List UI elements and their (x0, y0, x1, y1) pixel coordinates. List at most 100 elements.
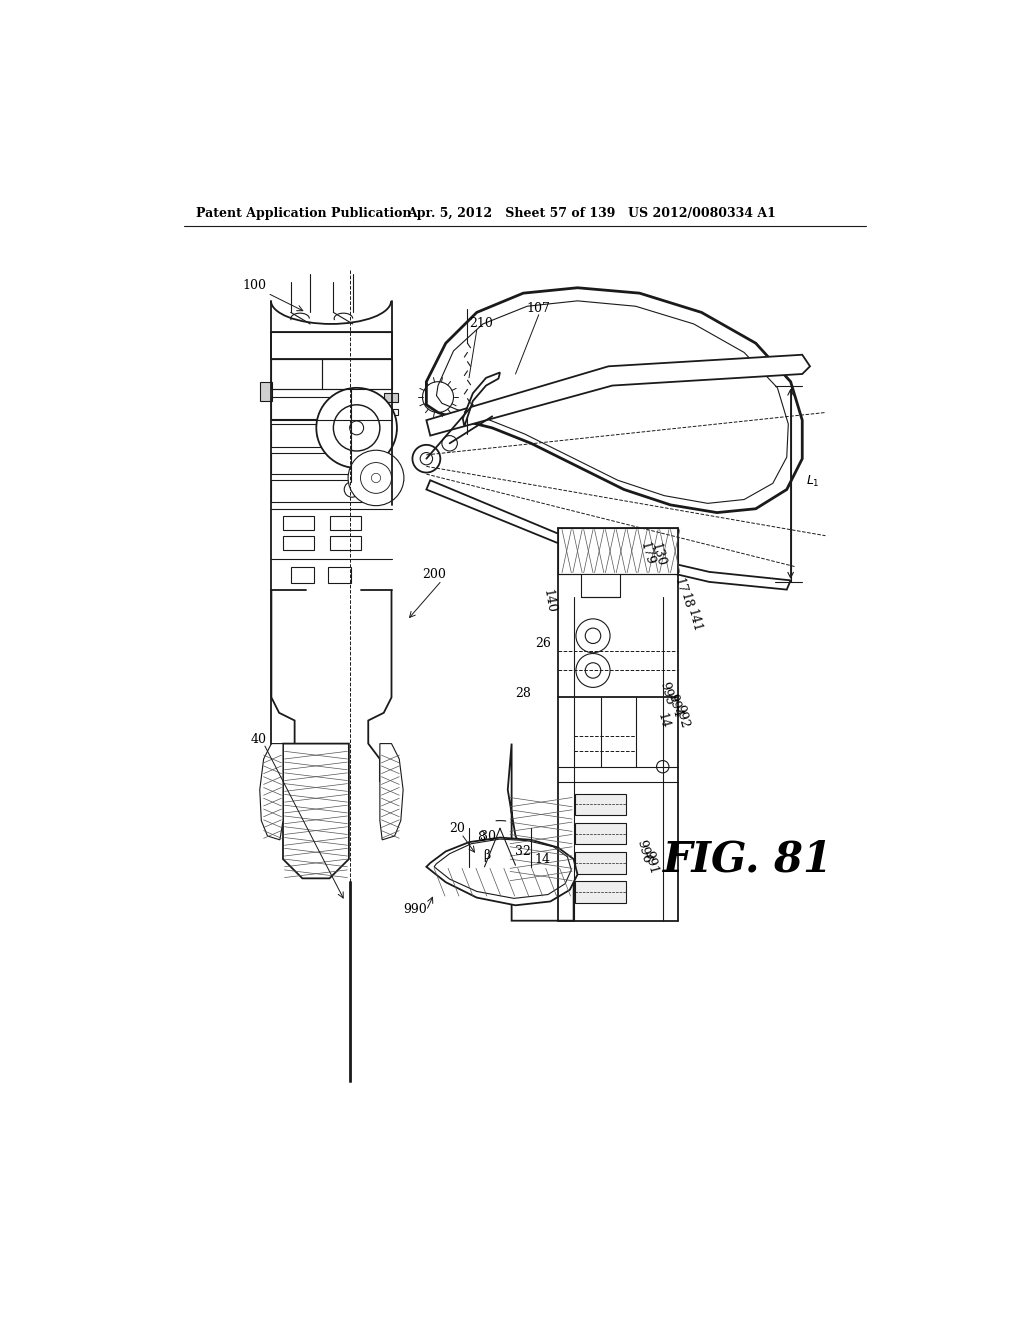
Polygon shape (324, 403, 335, 411)
Bar (582, 574, 621, 597)
Polygon shape (384, 408, 392, 418)
Polygon shape (348, 469, 355, 478)
Polygon shape (376, 450, 385, 457)
Text: 17: 17 (672, 577, 688, 595)
Polygon shape (463, 372, 500, 426)
Polygon shape (321, 437, 329, 447)
Text: 107: 107 (526, 302, 551, 315)
Polygon shape (354, 487, 359, 496)
Polygon shape (392, 459, 398, 469)
Text: Apr. 5, 2012   Sheet 57 of 139: Apr. 5, 2012 Sheet 57 of 139 (407, 207, 615, 220)
Text: 140: 140 (541, 589, 557, 614)
Bar (291, 566, 314, 583)
Text: Patent Application Publication: Patent Application Publication (197, 207, 412, 220)
Bar (575, 793, 627, 816)
Text: 14: 14 (654, 711, 671, 730)
Bar (271, 397, 349, 418)
Polygon shape (376, 499, 385, 504)
Text: 995: 995 (657, 680, 676, 706)
Text: 990: 990 (403, 903, 427, 916)
Polygon shape (426, 355, 810, 436)
Polygon shape (371, 453, 381, 461)
Text: 991: 991 (642, 850, 660, 876)
Bar (330, 516, 360, 531)
Polygon shape (368, 499, 376, 506)
Polygon shape (335, 453, 343, 463)
Bar (328, 566, 351, 583)
Circle shape (348, 450, 403, 506)
Bar (330, 536, 360, 549)
Text: 992: 992 (673, 704, 691, 730)
Bar (260, 381, 272, 401)
Polygon shape (317, 428, 325, 437)
Polygon shape (316, 418, 325, 428)
Polygon shape (388, 428, 397, 437)
Polygon shape (426, 480, 791, 590)
Bar (575, 882, 627, 903)
Text: 32: 32 (515, 845, 531, 858)
Bar (558, 528, 678, 574)
Bar (271, 331, 391, 359)
Polygon shape (392, 487, 400, 494)
Polygon shape (357, 457, 368, 462)
Text: 18: 18 (678, 591, 694, 611)
Polygon shape (426, 288, 802, 512)
Polygon shape (397, 469, 402, 478)
Text: 141: 141 (684, 607, 703, 634)
Bar (271, 359, 322, 389)
Polygon shape (397, 478, 403, 487)
Polygon shape (332, 396, 343, 403)
Text: 26: 26 (535, 638, 551, 649)
Bar (575, 822, 627, 845)
Text: 8: 8 (476, 832, 484, 843)
Polygon shape (283, 743, 349, 878)
Text: 28: 28 (515, 686, 531, 700)
Text: 996: 996 (634, 838, 652, 865)
Polygon shape (342, 391, 352, 399)
Text: $L_1$: $L_1$ (806, 474, 820, 490)
Polygon shape (378, 399, 385, 411)
Polygon shape (368, 451, 376, 457)
Text: β: β (483, 849, 490, 862)
Bar (384, 393, 397, 403)
Polygon shape (349, 478, 355, 487)
Text: 14: 14 (535, 853, 551, 866)
Circle shape (316, 388, 397, 469)
Bar (271, 480, 380, 502)
Polygon shape (260, 743, 283, 840)
Polygon shape (328, 446, 335, 457)
Text: FIG. 81: FIG. 81 (663, 838, 833, 880)
Polygon shape (426, 837, 578, 906)
Polygon shape (352, 388, 361, 396)
Bar (384, 409, 397, 414)
Polygon shape (380, 743, 403, 840)
Text: 100: 100 (243, 279, 266, 292)
Text: 210: 210 (469, 317, 493, 330)
Bar (575, 853, 627, 874)
Text: 30: 30 (480, 829, 496, 842)
Text: 200: 200 (422, 568, 446, 581)
Text: 179: 179 (637, 540, 655, 566)
Polygon shape (371, 392, 378, 403)
Text: 40: 40 (251, 733, 266, 746)
Polygon shape (359, 494, 368, 503)
Polygon shape (385, 494, 394, 500)
Bar (271, 424, 349, 447)
Bar (322, 359, 391, 389)
Bar (283, 516, 314, 531)
Polygon shape (378, 446, 389, 453)
Bar (283, 536, 314, 549)
Polygon shape (352, 461, 361, 467)
Polygon shape (385, 453, 392, 462)
Polygon shape (361, 458, 372, 466)
Polygon shape (384, 437, 394, 446)
Polygon shape (508, 743, 573, 921)
Text: 994: 994 (665, 692, 684, 718)
Polygon shape (318, 411, 329, 418)
Text: US 2012/0080334 A1: US 2012/0080334 A1 (628, 207, 776, 220)
Polygon shape (361, 388, 371, 399)
Polygon shape (388, 418, 396, 428)
Text: 130: 130 (649, 541, 668, 569)
Text: 20: 20 (450, 822, 466, 834)
Polygon shape (343, 458, 352, 467)
